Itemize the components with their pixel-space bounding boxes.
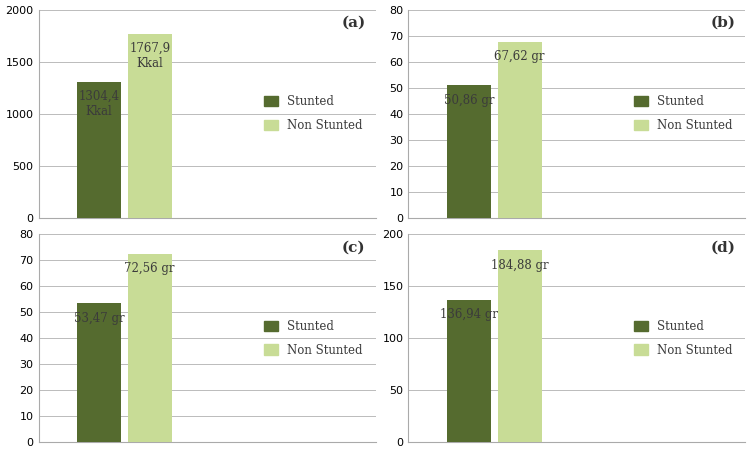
Legend: Stunted, Non Stunted: Stunted, Non Stunted [634,95,733,132]
Text: 53,47 gr: 53,47 gr [74,312,125,325]
Bar [128,254,172,443]
Bar [498,250,541,443]
Text: 136,94 gr: 136,94 gr [440,308,498,321]
Text: 72,56 gr: 72,56 gr [125,262,175,275]
Text: (c): (c) [342,241,366,255]
Text: (d): (d) [710,241,735,255]
Bar [77,82,121,217]
Text: (b): (b) [710,16,735,30]
Bar [447,85,491,217]
Text: (a): (a) [341,16,366,30]
Legend: Stunted, Non Stunted: Stunted, Non Stunted [634,320,733,357]
Bar [447,300,491,443]
Text: 50,86 gr: 50,86 gr [444,94,494,107]
Text: 1304,4
Kkal: 1304,4 Kkal [79,90,119,118]
Bar [498,42,541,217]
Text: 184,88 gr: 184,88 gr [491,258,548,271]
Legend: Stunted, Non Stunted: Stunted, Non Stunted [264,320,363,357]
Bar [77,303,121,443]
Text: 67,62 gr: 67,62 gr [494,50,545,63]
Text: 1767,9
Kkal: 1767,9 Kkal [129,42,170,70]
Bar [128,34,172,217]
Legend: Stunted, Non Stunted: Stunted, Non Stunted [264,95,363,132]
